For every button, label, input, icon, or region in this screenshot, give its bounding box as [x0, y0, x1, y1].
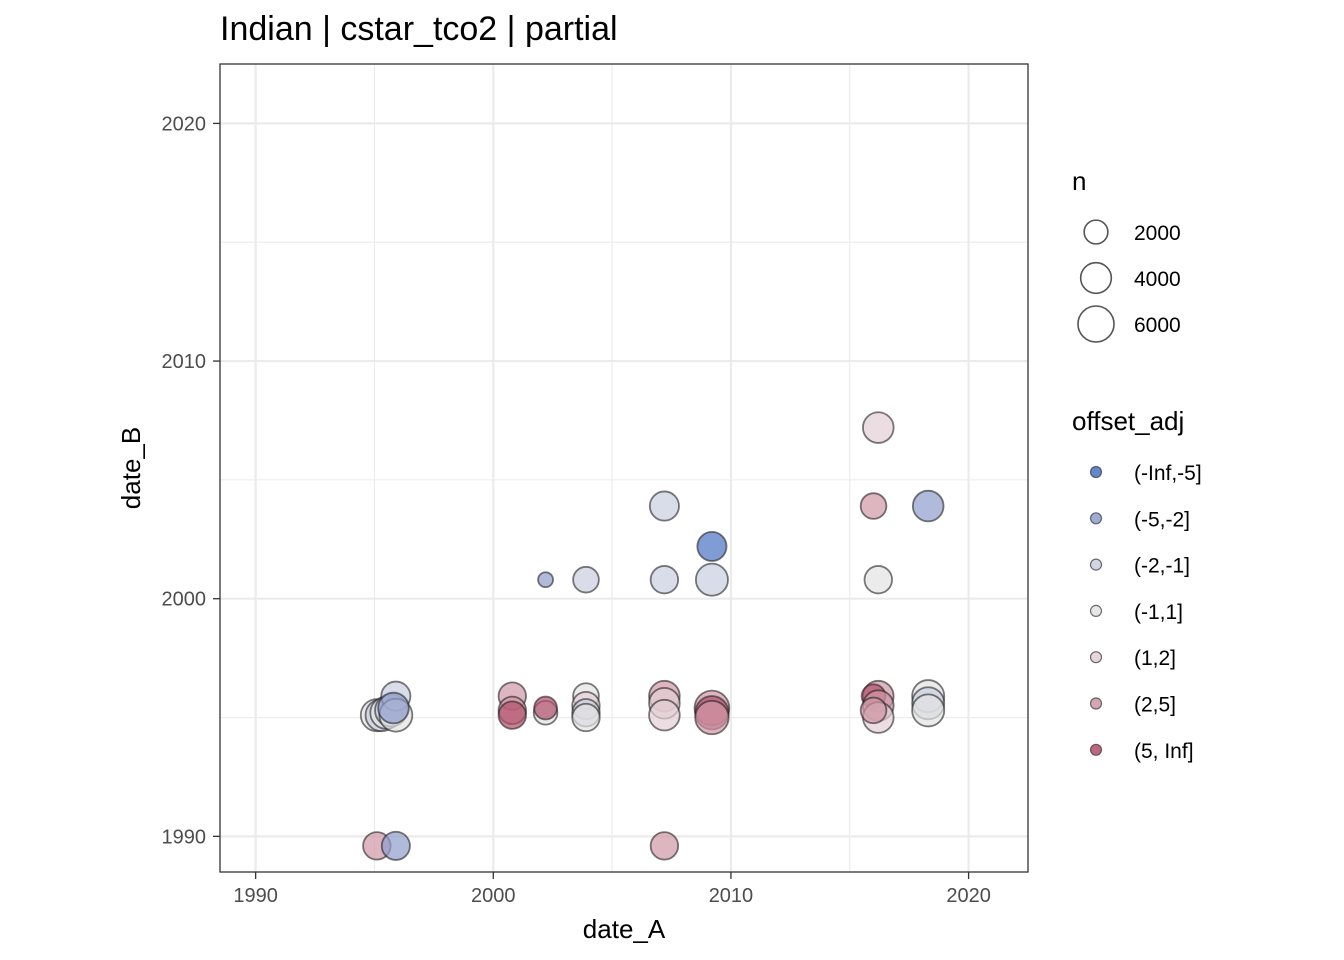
- y-tick-label: 2000: [162, 589, 207, 611]
- data-points: [359, 411, 946, 861]
- data-point: [859, 492, 888, 520]
- color-legend-key: [1089, 697, 1103, 710]
- color-legend-label: (2,5]: [1134, 694, 1176, 717]
- color-legend-label: (5, Inf]: [1134, 740, 1194, 763]
- color-legend-label: (-2,-1]: [1134, 555, 1190, 578]
- size-legend: n 2000 4000 6000: [1072, 166, 1181, 343]
- color-legend-key: [1089, 512, 1103, 525]
- data-point: [497, 700, 527, 730]
- chart-title: Indian | cstar_tco2 | partial: [220, 10, 618, 48]
- color-legend-label: (1,2]: [1134, 647, 1176, 670]
- data-point: [572, 565, 600, 594]
- color-legend-key: [1089, 743, 1103, 756]
- axis-ticks: 1990 2000 2010 2020 1990 2000 2010 2020: [162, 113, 991, 907]
- data-point: [859, 696, 888, 725]
- x-axis-title: date_A: [583, 914, 666, 944]
- data-point: [694, 562, 729, 597]
- size-legend-label: 4000: [1134, 268, 1181, 291]
- data-point: [377, 691, 410, 725]
- data-point: [649, 831, 680, 861]
- color-legend: offset_adj (-Inf,-5] (-5,-2] (-2,-1] (-1,1]…: [1072, 406, 1202, 763]
- data-point: [380, 830, 411, 861]
- data-point: [648, 698, 681, 732]
- size-legend-key: [1083, 219, 1109, 245]
- color-legend-key: [1089, 604, 1103, 618]
- data-point: [911, 693, 946, 728]
- data-point: [911, 489, 945, 523]
- data-point: [648, 490, 680, 522]
- x-tick-label: 2000: [471, 885, 516, 907]
- y-tick-label: 2010: [162, 351, 207, 373]
- grid: [220, 64, 1028, 872]
- plot-panel-border: [219, 63, 1029, 873]
- color-legend-title: offset_adj: [1072, 406, 1184, 436]
- y-axis-title: date_B: [116, 427, 146, 509]
- color-legend-label: (-Inf,-5]: [1134, 462, 1202, 485]
- size-legend-key: [1079, 261, 1113, 295]
- color-legend-label: (-5,-2]: [1134, 508, 1190, 531]
- data-point: [649, 565, 680, 595]
- color-legend-label: (-1,1]: [1134, 601, 1183, 624]
- size-legend-key: [1077, 305, 1115, 343]
- data-point: [694, 699, 730, 736]
- data-point: [571, 702, 601, 733]
- data-point: [862, 411, 895, 444]
- x-tick-label: 1990: [233, 885, 278, 907]
- data-point: [537, 571, 554, 589]
- color-legend-key: [1089, 465, 1103, 479]
- x-tick-label: 2020: [946, 885, 991, 907]
- size-legend-title: n: [1072, 166, 1086, 196]
- color-legend-key: [1089, 651, 1103, 664]
- size-legend-label: 6000: [1134, 314, 1181, 337]
- data-point: [696, 530, 728, 562]
- data-point: [533, 695, 558, 721]
- size-legend-label: 2000: [1134, 222, 1181, 245]
- x-tick-label: 2010: [709, 885, 754, 907]
- y-tick-label: 2020: [162, 113, 207, 135]
- data-point: [863, 565, 893, 595]
- color-legend-key: [1089, 558, 1103, 571]
- y-tick-label: 1990: [162, 826, 207, 848]
